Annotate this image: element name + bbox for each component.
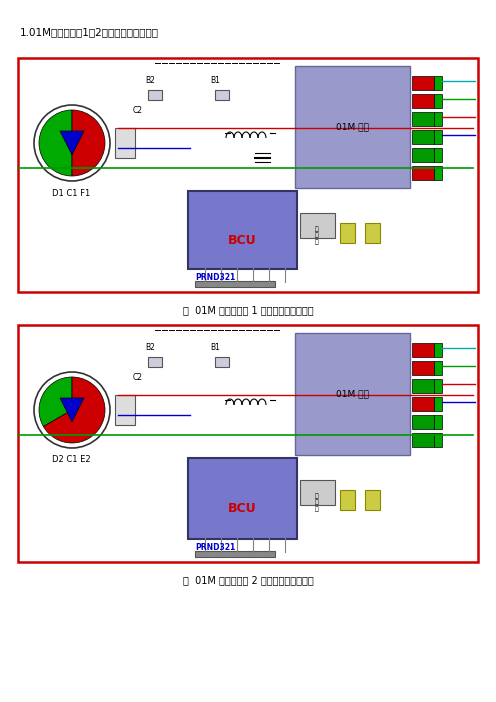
Text: 01M 阀体: 01M 阀体 <box>336 123 369 131</box>
Bar <box>215 357 229 367</box>
Text: D1 C1 F1: D1 C1 F1 <box>52 189 90 197</box>
Bar <box>434 343 442 357</box>
Bar <box>412 415 434 429</box>
Bar <box>434 94 442 108</box>
Bar <box>434 361 442 375</box>
Bar <box>412 76 434 90</box>
Bar <box>412 130 434 144</box>
Bar <box>412 433 434 447</box>
Circle shape <box>34 105 110 181</box>
Circle shape <box>34 372 110 448</box>
Text: D2 C1 E2: D2 C1 E2 <box>52 456 91 465</box>
Bar <box>434 415 442 429</box>
Bar <box>412 166 434 180</box>
Bar <box>365 223 380 243</box>
Bar <box>115 128 135 158</box>
Text: B1: B1 <box>210 343 220 352</box>
Bar <box>412 94 434 108</box>
Bar <box>434 433 442 447</box>
Bar <box>434 166 442 180</box>
Text: BCU: BCU <box>228 234 257 246</box>
Bar <box>148 357 162 367</box>
Text: B2: B2 <box>145 343 155 352</box>
Text: B2: B2 <box>145 76 155 85</box>
Wedge shape <box>44 377 105 443</box>
Bar <box>434 76 442 90</box>
Text: 图  01M 自动变速器 2 挡电磁阀工作状况图: 图 01M 自动变速器 2 挡电磁阀工作状况图 <box>183 575 313 585</box>
Bar <box>340 490 355 510</box>
Text: C2: C2 <box>133 373 143 382</box>
Bar <box>300 480 335 505</box>
Polygon shape <box>60 131 84 155</box>
Wedge shape <box>39 377 72 427</box>
Bar <box>412 343 434 357</box>
Text: 01M 阀体: 01M 阀体 <box>336 390 369 399</box>
Bar <box>412 361 434 375</box>
Bar <box>412 397 434 411</box>
Text: C2: C2 <box>133 106 143 115</box>
Bar <box>434 148 442 162</box>
Text: B1: B1 <box>210 76 220 85</box>
Text: 1.01M自动变速器1、2挡电磁阀工作状况图: 1.01M自动变速器1、2挡电磁阀工作状况图 <box>20 27 159 37</box>
FancyBboxPatch shape <box>188 191 297 269</box>
Text: BCU: BCU <box>228 502 257 515</box>
Bar <box>434 130 442 144</box>
Polygon shape <box>60 398 84 422</box>
Text: 传
感
器: 传 感 器 <box>315 493 319 512</box>
Bar <box>195 281 275 287</box>
FancyBboxPatch shape <box>295 333 410 455</box>
Bar <box>412 379 434 393</box>
Bar <box>434 112 442 126</box>
FancyBboxPatch shape <box>295 66 410 188</box>
Text: PRND321: PRND321 <box>195 273 235 282</box>
Bar <box>215 90 229 100</box>
Bar <box>434 379 442 393</box>
Bar <box>412 148 434 162</box>
Text: 图  01M 自动变速器 1 挡电磁阀工作状况图: 图 01M 自动变速器 1 挡电磁阀工作状况图 <box>183 305 313 315</box>
Wedge shape <box>39 110 72 176</box>
Text: 传
感
器: 传 感 器 <box>315 226 319 244</box>
Bar <box>195 551 275 557</box>
Bar <box>365 490 380 510</box>
Bar <box>434 397 442 411</box>
Bar <box>412 112 434 126</box>
Bar <box>115 395 135 425</box>
Bar <box>148 90 162 100</box>
Bar <box>340 223 355 243</box>
Bar <box>300 213 335 238</box>
FancyBboxPatch shape <box>188 458 297 539</box>
Text: PRND321: PRND321 <box>195 543 235 552</box>
Wedge shape <box>72 110 105 176</box>
